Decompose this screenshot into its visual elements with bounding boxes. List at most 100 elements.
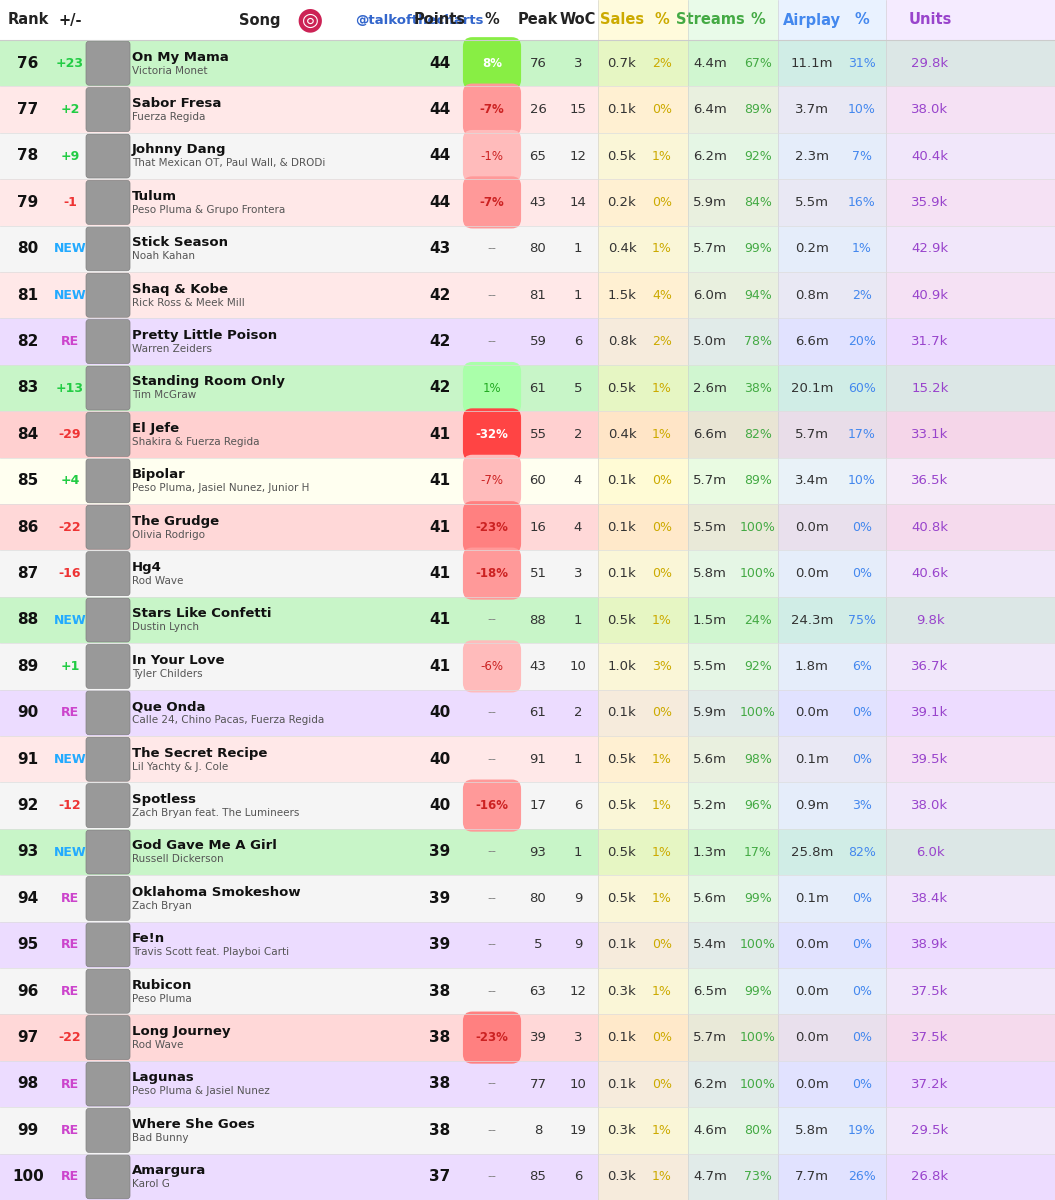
- Text: -1%: -1%: [480, 150, 503, 162]
- Text: 20.1m: 20.1m: [791, 382, 833, 395]
- Text: 0.7k: 0.7k: [608, 56, 636, 70]
- Bar: [886, 829, 1055, 875]
- Text: 0.5k: 0.5k: [608, 799, 636, 812]
- Text: +23: +23: [56, 56, 84, 70]
- Text: 89: 89: [17, 659, 39, 674]
- Text: 0.1m: 0.1m: [795, 892, 829, 905]
- Text: 10%: 10%: [848, 474, 876, 487]
- Text: 9: 9: [574, 938, 582, 952]
- Text: 4: 4: [574, 521, 582, 534]
- Bar: [778, 736, 886, 782]
- Text: 82%: 82%: [744, 428, 772, 440]
- Text: 0.8m: 0.8m: [795, 289, 829, 301]
- Text: Rick Ross & Meek Mill: Rick Ross & Meek Mill: [132, 298, 245, 307]
- FancyBboxPatch shape: [85, 1062, 130, 1106]
- Text: 0.5k: 0.5k: [608, 752, 636, 766]
- Bar: [598, 875, 688, 922]
- Text: 4.4m: 4.4m: [693, 56, 727, 70]
- FancyBboxPatch shape: [85, 458, 130, 503]
- Bar: [688, 0, 778, 40]
- Text: --: --: [487, 846, 497, 858]
- Text: 0.1k: 0.1k: [608, 521, 636, 534]
- Text: -7%: -7%: [480, 103, 504, 116]
- Text: 1%: 1%: [652, 382, 672, 395]
- Text: 26: 26: [530, 103, 546, 116]
- Text: 44: 44: [429, 149, 450, 163]
- Bar: [0, 133, 1055, 179]
- Text: -22: -22: [59, 1031, 81, 1044]
- Text: 91: 91: [18, 751, 39, 767]
- Text: 75%: 75%: [848, 613, 876, 626]
- Text: 1: 1: [574, 242, 582, 256]
- Text: 1%: 1%: [652, 846, 672, 858]
- Text: 0%: 0%: [652, 707, 672, 719]
- Text: 92: 92: [17, 798, 39, 814]
- Text: 94: 94: [17, 890, 39, 906]
- Text: 2.3m: 2.3m: [795, 150, 829, 162]
- Bar: [886, 690, 1055, 736]
- Bar: [886, 412, 1055, 457]
- Text: 99: 99: [17, 1123, 39, 1138]
- Text: 65: 65: [530, 150, 546, 162]
- Text: 6.5m: 6.5m: [693, 985, 727, 997]
- Text: 96%: 96%: [744, 799, 772, 812]
- Text: 0.3k: 0.3k: [608, 1170, 636, 1183]
- Text: 0%: 0%: [652, 521, 672, 534]
- Text: 37.5k: 37.5k: [912, 1031, 948, 1044]
- Bar: [598, 179, 688, 226]
- Text: 1.8m: 1.8m: [795, 660, 829, 673]
- Text: 7%: 7%: [852, 150, 872, 162]
- Text: 76: 76: [530, 56, 546, 70]
- Text: 3: 3: [574, 568, 582, 580]
- Bar: [886, 365, 1055, 412]
- Bar: [688, 782, 778, 829]
- Bar: [778, 318, 886, 365]
- Text: 29.5k: 29.5k: [912, 1124, 948, 1136]
- Text: Tulum: Tulum: [132, 190, 177, 203]
- Text: RE: RE: [61, 1078, 79, 1091]
- Text: 0.5k: 0.5k: [608, 846, 636, 858]
- Bar: [0, 643, 1055, 690]
- Bar: [778, 365, 886, 412]
- Bar: [688, 690, 778, 736]
- Bar: [0, 922, 1055, 968]
- Text: 43: 43: [429, 241, 450, 257]
- FancyBboxPatch shape: [463, 37, 521, 89]
- Text: 1: 1: [574, 752, 582, 766]
- Text: 81: 81: [18, 288, 39, 302]
- Bar: [598, 272, 688, 318]
- Text: Fuerza Regida: Fuerza Regida: [132, 112, 206, 122]
- Text: 0%: 0%: [852, 892, 872, 905]
- Text: Sales: Sales: [600, 12, 644, 28]
- Text: --: --: [487, 752, 497, 766]
- FancyBboxPatch shape: [85, 180, 130, 224]
- Bar: [0, 504, 1055, 551]
- Text: NEW: NEW: [54, 289, 87, 301]
- Text: Hg4: Hg4: [132, 562, 161, 574]
- FancyBboxPatch shape: [463, 84, 521, 136]
- FancyBboxPatch shape: [85, 552, 130, 595]
- Text: 20%: 20%: [848, 335, 876, 348]
- Text: Stars Like Confetti: Stars Like Confetti: [132, 607, 271, 620]
- Bar: [778, 875, 886, 922]
- Text: -16%: -16%: [476, 799, 509, 812]
- Text: 0.0m: 0.0m: [795, 985, 829, 997]
- Bar: [886, 922, 1055, 968]
- Text: 6.0k: 6.0k: [916, 846, 944, 858]
- Text: 36.7k: 36.7k: [912, 660, 948, 673]
- Bar: [886, 1153, 1055, 1200]
- Text: RE: RE: [61, 892, 79, 905]
- Text: --: --: [487, 613, 497, 626]
- Bar: [598, 0, 688, 40]
- Text: 38%: 38%: [744, 382, 772, 395]
- Text: 38: 38: [429, 1123, 450, 1138]
- Bar: [598, 226, 688, 272]
- Text: %: %: [855, 12, 869, 28]
- Text: 33.1k: 33.1k: [912, 428, 948, 440]
- FancyBboxPatch shape: [85, 88, 130, 132]
- Text: 0.1k: 0.1k: [608, 1031, 636, 1044]
- Bar: [778, 412, 886, 457]
- Text: Dustin Lynch: Dustin Lynch: [132, 623, 199, 632]
- Text: 5.6m: 5.6m: [693, 892, 727, 905]
- Text: -23%: -23%: [476, 521, 509, 534]
